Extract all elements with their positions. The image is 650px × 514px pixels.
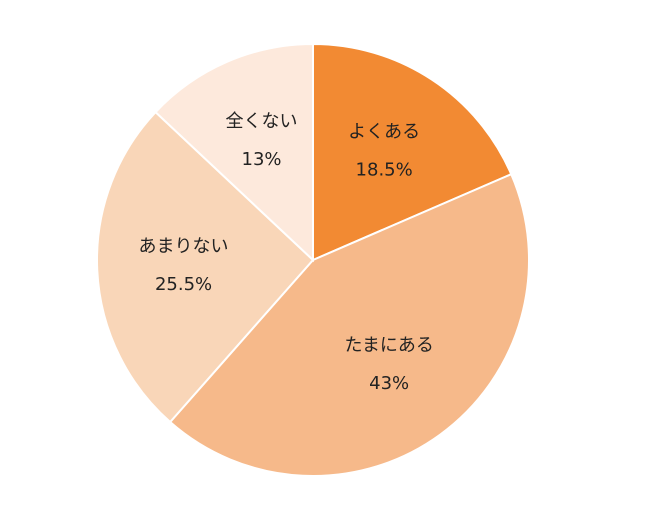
slice-value-label: 18.5% xyxy=(356,160,413,181)
slice-label: たまにある xyxy=(344,335,433,356)
slice-label: よくある xyxy=(348,122,420,143)
slice-label: あまりない xyxy=(139,236,229,257)
slice-label: 全くない xyxy=(226,111,298,132)
slice-value-label: 13% xyxy=(242,149,282,170)
slice-value-label: 43% xyxy=(369,373,409,394)
pie-slice xyxy=(154,42,314,263)
pie-slice xyxy=(312,42,513,262)
slice-value-label: 25.5% xyxy=(155,274,212,295)
pie-slice xyxy=(168,172,530,477)
pie-slice xyxy=(96,110,315,424)
